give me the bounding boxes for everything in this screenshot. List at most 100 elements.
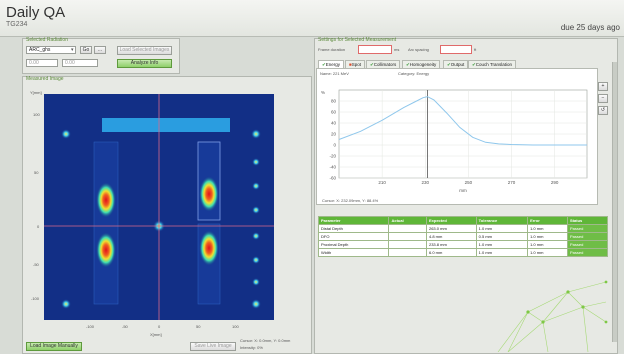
x-axis-label: mm (459, 188, 467, 193)
table-cell: Proximal Depth (317, 240, 390, 249)
tab-collimators[interactable]: ✔Collimators (366, 60, 401, 68)
y-axis-label: Y[mm] (30, 90, 42, 95)
actual-input[interactable] (388, 240, 427, 249)
zoom-in-icon[interactable]: + (598, 82, 608, 91)
tab-label: Couch Translation (475, 62, 513, 67)
tab-label: Output (450, 62, 465, 67)
tab-output[interactable]: ✔Output (443, 60, 469, 68)
load-selected-button[interactable]: Load Selected Images (117, 46, 172, 55)
table-row: Proximal Depth 233.8 mm 1.0 mm 1.0 mm Pa… (317, 240, 608, 249)
tab-label: Energy (325, 62, 341, 67)
tab-couch-translation[interactable]: ✔Couch Translation (468, 60, 517, 68)
y-tick: 0 (37, 224, 40, 229)
energy-chart[interactable]: 80 60 40 20 0 -20 -40 -60 210 230 250 270 290 mm% (313, 86, 595, 194)
zoom-out-icon[interactable]: − (598, 94, 608, 103)
y-tick-label: 60 (331, 110, 337, 115)
actual-input[interactable] (388, 224, 427, 233)
spot-edge-7 (252, 278, 260, 286)
y-axis-label: % (321, 90, 325, 95)
table-cell: 1.0 mm (527, 232, 569, 241)
top-bar-field (102, 118, 230, 132)
save-live-image-button[interactable]: Save Live Image (190, 342, 236, 351)
beam-image[interactable] (44, 94, 274, 320)
spot-edge-8 (251, 299, 261, 309)
table-cell: 1.0 mm (527, 248, 569, 257)
check-icon: ✔ (322, 62, 326, 67)
check-icon: ✔ (447, 62, 451, 67)
tab-energy[interactable]: ✔Energy (318, 60, 345, 68)
selection-panel (22, 38, 180, 74)
x-axis-label: X[mm] (150, 332, 162, 337)
image-panel-title: Measured Image (26, 76, 64, 82)
table-cell: 1.0 mm (527, 240, 569, 249)
y-tick: -100 (31, 296, 40, 301)
reset-icon[interactable]: ↺ (598, 106, 608, 115)
go-button[interactable]: Go (80, 46, 92, 54)
spot-left-lower (96, 232, 116, 268)
table-cell: 1.0 mm (475, 248, 529, 257)
table-row: Distal Depth 263.0 mm 1.0 mm 1.0 mm Pass… (317, 224, 608, 233)
frame-duration-label: Frame duration (318, 47, 346, 52)
spot-edge-1 (251, 129, 261, 139)
browse-button[interactable]: ... (94, 46, 106, 54)
scrollbar[interactable] (612, 62, 617, 342)
arc-spacing-unit: ft (474, 47, 477, 52)
y-tick-label: -60 (329, 176, 336, 181)
y-tick-label: 20 (331, 132, 337, 137)
x-tick: 0 (158, 324, 161, 329)
x-tick-label: 230 (422, 180, 430, 185)
table-cell: Distal Depth (317, 224, 390, 233)
spot-edge-4 (252, 206, 260, 214)
chevron-down-icon[interactable]: ▾ (71, 47, 74, 53)
x-tick: -100 (86, 324, 95, 329)
y-tick-label: -40 (329, 165, 336, 170)
header-cell: Status (567, 216, 608, 225)
series-line (338, 96, 587, 146)
spot-right-lower (199, 230, 219, 266)
x-tick-label: 210 (378, 180, 386, 185)
y-tick-label: 0 (333, 143, 336, 148)
field-1[interactable]: 0.00 (26, 59, 58, 67)
arc-spacing-label: Arc spacing (408, 47, 429, 52)
table-cell: Width (317, 248, 390, 257)
check-icon: ✔ (370, 62, 374, 67)
table-cell: 4.8 mm (425, 232, 477, 241)
table-cell: 263.0 mm (425, 224, 477, 233)
table-cell: 1.0 mm (475, 240, 529, 249)
analyze-button[interactable]: Analyze Info (117, 59, 172, 68)
x-tick: -50 (122, 324, 128, 329)
tab-homogeneity[interactable]: ✔Homogeneity (402, 60, 441, 68)
device-select[interactable]: ARC_ghs (26, 46, 76, 54)
y-tick-label: 40 (331, 121, 337, 126)
actual-input[interactable] (388, 232, 427, 241)
load-image-manually-button[interactable]: Load Image Manually (26, 342, 82, 351)
table-row: Width 6.0 mm 1.0 mm 1.0 mm Passed (317, 248, 608, 257)
header-cell: Expected (425, 216, 477, 225)
y-tick-label: -20 (329, 154, 336, 159)
header-cell: Parameter (317, 216, 390, 225)
arc-spacing-input[interactable] (440, 45, 472, 54)
spot-right-upper (199, 176, 219, 212)
settings-panel-title: Settings for Selected Measurement (318, 37, 397, 43)
header-cell: Tolerance (475, 216, 529, 225)
x-tick: 50 (196, 324, 201, 329)
tab-label: Collimators (373, 62, 397, 67)
field-2[interactable]: 0.00 (62, 59, 98, 67)
header-cell: Error (527, 216, 569, 225)
table-cell: 233.8 mm (425, 240, 477, 249)
y-tick: -50 (33, 262, 39, 267)
left-column-field (93, 141, 119, 305)
actual-input[interactable] (388, 248, 427, 257)
tab-spot[interactable]: ■Spot (345, 60, 365, 68)
spot-edge-5 (252, 232, 260, 240)
page-subtitle: TG234 (6, 21, 28, 28)
status-badge: Passed (567, 248, 608, 257)
tab-label: Homogeneity (409, 62, 437, 67)
spot-edge-3 (252, 182, 260, 190)
status-badge: Passed (567, 240, 608, 249)
check-icon: ✔ (472, 62, 476, 67)
frame-duration-unit: ms (394, 47, 400, 52)
frame-duration-input[interactable] (358, 45, 392, 54)
cursor-status: Cursor: X: 0.0mm, Y: 0.0mm (240, 338, 291, 343)
network-decoration (497, 280, 608, 352)
